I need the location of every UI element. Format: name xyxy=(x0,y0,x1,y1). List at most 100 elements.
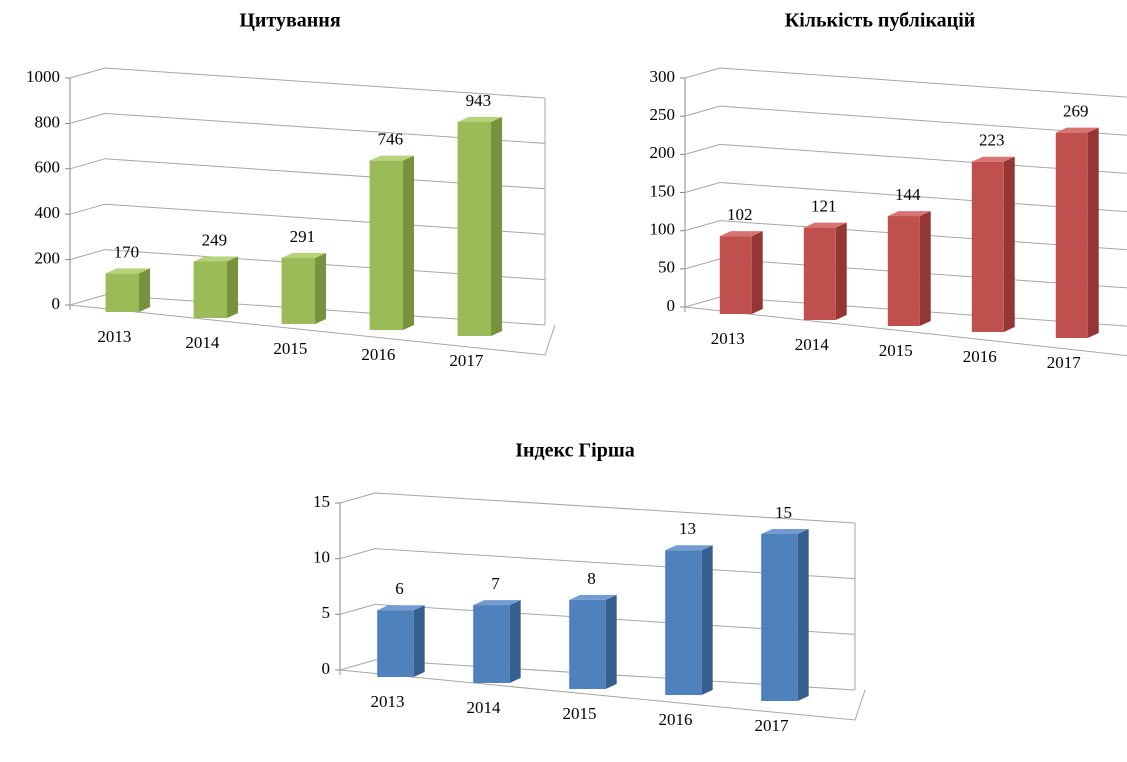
value-label: 249 xyxy=(202,230,228,249)
bar-front xyxy=(971,161,1004,332)
value-label: 121 xyxy=(811,197,837,216)
grid-line xyxy=(684,258,721,270)
x-tick-label: 2016 xyxy=(658,710,692,729)
x-tick-label: 2014 xyxy=(466,698,501,717)
bar xyxy=(281,252,327,324)
bar xyxy=(803,222,847,320)
x-tick-label: 2015 xyxy=(879,341,913,360)
value-label: 269 xyxy=(1063,102,1089,121)
x-tick-label: 2017 xyxy=(1047,353,1082,372)
bar xyxy=(665,545,713,695)
bar-top xyxy=(887,211,931,217)
bar-side xyxy=(413,605,425,677)
bar-side xyxy=(919,211,931,326)
x-tick-label: 2017 xyxy=(449,351,484,370)
y-tick-label: 10 xyxy=(313,548,330,567)
grid-line xyxy=(69,203,106,215)
x-tick-label: 2015 xyxy=(273,339,307,358)
bar-side xyxy=(403,155,415,330)
bar-front xyxy=(719,236,752,314)
chart-title: Цитування xyxy=(239,10,340,32)
bar-top xyxy=(369,155,415,161)
grid-line xyxy=(339,548,376,560)
y-tick-label: 600 xyxy=(35,158,61,177)
x-tick-label: 2015 xyxy=(562,704,596,723)
bar-side xyxy=(1003,156,1015,332)
floor xyxy=(339,669,866,721)
bar-side xyxy=(227,256,239,318)
x-tick-label: 2014 xyxy=(185,333,220,352)
x-tick-label: 2013 xyxy=(370,692,404,711)
bar-side xyxy=(751,231,763,314)
bar-top xyxy=(377,605,425,611)
value-label: 746 xyxy=(378,130,404,149)
value-label: 943 xyxy=(466,91,492,110)
grid-line xyxy=(69,294,106,306)
bar xyxy=(1055,127,1099,338)
value-label: 8 xyxy=(587,569,596,588)
bar-top xyxy=(457,116,503,122)
bar xyxy=(887,211,931,326)
y-tick-label: 15 xyxy=(313,492,330,511)
bar xyxy=(193,256,239,318)
grid-line xyxy=(339,659,376,671)
bar xyxy=(369,155,415,330)
bar-side xyxy=(701,545,713,695)
bar-top xyxy=(193,256,239,262)
grid-line xyxy=(69,112,106,124)
floor xyxy=(684,306,1127,357)
y-tick-label: 0 xyxy=(322,659,331,678)
grid-line xyxy=(684,220,721,232)
bar-front xyxy=(761,534,798,701)
grid-line xyxy=(684,296,721,308)
bar-top xyxy=(971,156,1015,162)
y-tick-label: 1000 xyxy=(26,67,60,86)
y-tick-label: 300 xyxy=(650,67,676,86)
value-label: 291 xyxy=(290,227,316,246)
value-label: 7 xyxy=(491,574,500,593)
y-tick-label: 200 xyxy=(650,143,676,162)
y-tick-label: 5 xyxy=(322,603,331,622)
bar-side xyxy=(509,600,521,683)
y-tick-label: 50 xyxy=(658,258,675,277)
bar-front xyxy=(369,160,404,330)
value-label: 170 xyxy=(114,242,140,261)
x-tick-label: 2013 xyxy=(97,327,131,346)
grid-line xyxy=(69,158,106,170)
y-tick-label: 0 xyxy=(52,294,61,313)
bar xyxy=(569,594,617,689)
bar-front xyxy=(473,605,510,683)
grid-line xyxy=(684,143,721,155)
bar-top xyxy=(803,222,847,228)
bar-top xyxy=(1055,127,1099,133)
bar-front xyxy=(1055,132,1088,338)
bar-side xyxy=(605,594,617,689)
bar-front xyxy=(281,257,316,324)
y-tick-label: 250 xyxy=(650,105,676,124)
floor xyxy=(69,304,556,356)
bar-front xyxy=(193,261,228,318)
bar xyxy=(473,600,521,683)
chart-title: Кількість публікацій xyxy=(785,10,976,32)
y-tick-label: 800 xyxy=(35,112,61,131)
grid-line xyxy=(374,492,856,524)
bar-front xyxy=(803,227,836,320)
value-label: 6 xyxy=(395,579,404,598)
bar xyxy=(761,529,809,701)
bar-top xyxy=(473,600,521,606)
grid-line xyxy=(684,105,721,117)
x-tick-label: 2014 xyxy=(795,335,830,354)
bar-side xyxy=(139,268,151,312)
value-label: 13 xyxy=(679,519,696,538)
y-tick-label: 200 xyxy=(35,249,61,268)
bar-top xyxy=(719,231,763,237)
bar-front xyxy=(569,599,606,689)
bar-front xyxy=(377,610,414,677)
y-tick-label: 400 xyxy=(35,203,61,222)
grid-line xyxy=(339,603,376,615)
grid-line xyxy=(684,182,721,193)
grid-line xyxy=(69,249,106,261)
value-label: 144 xyxy=(895,185,921,204)
